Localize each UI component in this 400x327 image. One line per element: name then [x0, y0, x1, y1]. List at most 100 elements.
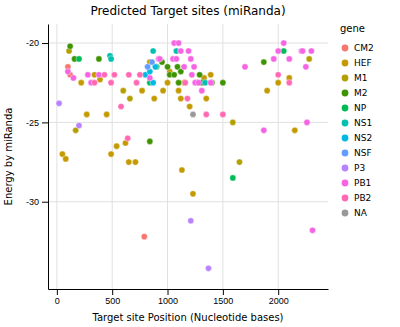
series — [190, 111, 196, 117]
grid — [48, 24, 328, 289]
point — [157, 56, 163, 62]
legend-item: CM2 — [342, 43, 374, 53]
point — [108, 80, 114, 86]
point — [188, 56, 194, 62]
legend-item: NA — [342, 208, 368, 218]
legend-marker — [342, 90, 349, 97]
legend-marker — [342, 60, 349, 67]
point — [96, 72, 102, 78]
legend-item: NS1 — [342, 118, 373, 128]
tick-label: 500 — [105, 296, 120, 306]
tick: 1500 — [213, 289, 233, 306]
axis-line — [48, 25, 49, 290]
point — [242, 64, 248, 70]
legend-label: PB1 — [354, 178, 371, 188]
point — [306, 56, 312, 62]
legend-marker — [342, 75, 349, 82]
point — [286, 56, 292, 62]
point — [188, 218, 194, 224]
point — [108, 56, 114, 62]
point — [275, 72, 281, 78]
tick: 0 — [55, 289, 60, 306]
point — [76, 122, 82, 128]
point — [178, 48, 184, 54]
series — [145, 59, 156, 70]
point — [176, 88, 182, 94]
point — [178, 95, 184, 101]
point — [150, 48, 156, 54]
point — [67, 43, 73, 49]
series — [65, 64, 148, 240]
tick: -30 — [26, 197, 48, 207]
legend-label: M2 — [354, 88, 368, 98]
point — [195, 80, 201, 86]
legend: geneCM2HEFM1M2NPNS1NS2NSFP3PB1PB2NA — [340, 23, 374, 218]
point — [171, 72, 177, 78]
tick-mark — [42, 122, 48, 123]
point — [202, 80, 208, 86]
legend-item: NSF — [342, 148, 372, 158]
point — [187, 103, 193, 109]
grid-line-x — [222, 24, 223, 289]
point — [208, 80, 214, 86]
point — [91, 80, 97, 86]
legend-marker — [342, 165, 349, 172]
point — [173, 56, 179, 62]
grid-line-x — [56, 24, 57, 289]
series — [76, 48, 287, 181]
legend-item: PB2 — [342, 193, 372, 203]
point — [220, 111, 226, 117]
point — [160, 88, 166, 94]
point — [176, 80, 182, 86]
tick-mark — [42, 43, 48, 44]
points — [56, 40, 316, 272]
legend-marker — [342, 135, 349, 142]
point — [203, 111, 209, 117]
tick: -20 — [26, 38, 48, 48]
tick: 1000 — [158, 289, 178, 306]
point — [63, 156, 69, 162]
point — [303, 64, 309, 70]
point — [118, 103, 124, 109]
point — [304, 119, 310, 125]
point — [114, 143, 120, 149]
legend-marker — [342, 105, 349, 112]
grid-line-y — [48, 201, 328, 202]
series — [56, 100, 212, 271]
point — [271, 56, 277, 62]
point — [203, 95, 209, 101]
series — [66, 48, 312, 165]
point — [101, 72, 107, 78]
legend-marker — [342, 210, 349, 217]
point — [230, 119, 236, 125]
point — [261, 127, 267, 133]
point — [190, 111, 196, 117]
legend-marker — [342, 150, 349, 157]
point — [85, 72, 91, 78]
point — [308, 48, 314, 54]
point — [190, 191, 196, 197]
point — [132, 159, 138, 165]
point — [70, 75, 76, 81]
tick-mark — [168, 289, 169, 295]
legend-marker — [342, 120, 349, 127]
tick-label: 1500 — [213, 296, 233, 306]
point — [199, 88, 205, 94]
point — [181, 64, 187, 70]
legend-item: M1 — [342, 73, 368, 83]
point — [184, 95, 190, 101]
point — [139, 88, 145, 94]
legend-item: P3 — [342, 163, 366, 173]
tick-label: -25 — [26, 118, 39, 128]
point — [108, 151, 114, 157]
series — [142, 64, 158, 86]
legend-item: NS2 — [342, 133, 373, 143]
point — [208, 72, 214, 78]
legend-label: P3 — [354, 163, 365, 173]
legend-label: NP — [354, 103, 367, 113]
point — [286, 80, 292, 86]
point — [147, 138, 153, 144]
point — [127, 95, 133, 101]
point — [197, 72, 203, 78]
series — [65, 40, 316, 233]
